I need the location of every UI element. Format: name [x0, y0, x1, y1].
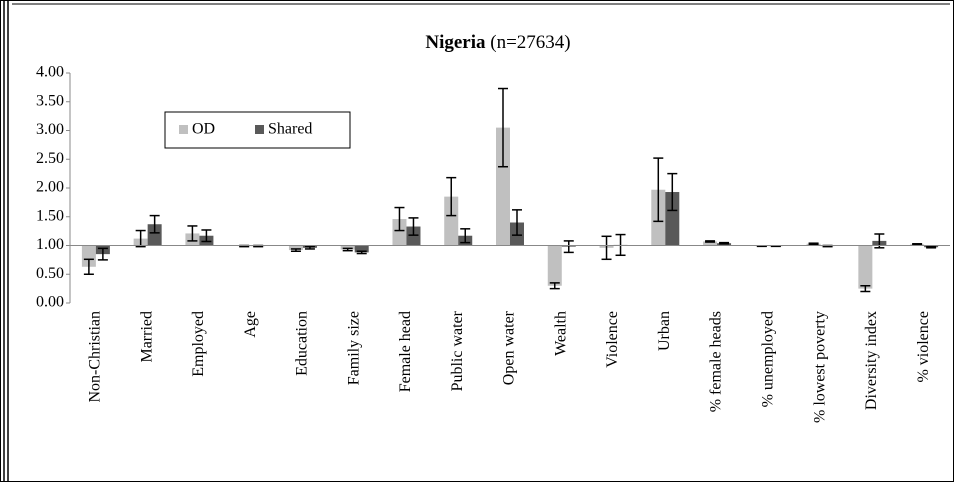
bar	[354, 245, 369, 253]
bar	[406, 226, 421, 246]
bar	[147, 224, 162, 246]
bar	[858, 245, 873, 289]
x-tick-label: Education	[294, 311, 311, 376]
y-tick-label: 2.00	[36, 179, 64, 196]
bar	[665, 192, 680, 246]
x-tick-label: Female head	[397, 311, 414, 392]
y-tick-label: 0.50	[36, 265, 64, 282]
x-tick-label: Urban	[656, 311, 673, 351]
bar	[444, 196, 459, 246]
legend-label: Shared	[268, 121, 312, 138]
chart-title-main: Nigeria	[425, 32, 486, 53]
x-tick-label: Married	[138, 311, 155, 363]
y-tick-label: 3.00	[36, 121, 64, 138]
bar	[81, 245, 96, 267]
x-tick-label: Violence	[604, 311, 621, 368]
bar	[392, 219, 407, 246]
x-tick-label: Employed	[190, 311, 207, 377]
x-tick-label: % female heads	[708, 311, 725, 412]
x-tick-label: Age	[242, 311, 259, 338]
x-tick-label: Public water	[449, 310, 466, 391]
bar	[496, 127, 510, 246]
y-tick-label: 2.50	[36, 150, 64, 167]
x-tick-label: Family size	[345, 311, 362, 385]
legend-swatch	[179, 125, 188, 134]
x-tick-label: Wealth	[552, 311, 569, 356]
y-tick-label: 1.00	[36, 236, 64, 253]
y-tick-label: 0.00	[36, 294, 64, 311]
x-tick-label: % unemployed	[759, 311, 776, 407]
x-tick-label: Open water	[501, 310, 518, 385]
bar	[340, 245, 355, 250]
x-tick-label: Non-Christian	[87, 311, 104, 403]
chart-title: Nigeria (n=27634)	[425, 32, 570, 53]
chart-subtitle: (n=27634)	[490, 32, 570, 53]
legend-swatch	[255, 125, 264, 134]
bar	[288, 245, 303, 251]
y-tick-label: 3.50	[36, 92, 64, 109]
x-tick-label: Diversity index	[863, 311, 880, 410]
bar	[703, 241, 718, 246]
x-tick-label: % lowest poverty	[811, 311, 828, 423]
legend-label: OD	[192, 121, 215, 138]
x-tick-label: % violence	[915, 311, 932, 383]
y-tick-label: 1.50	[36, 207, 64, 224]
y-tick-label: 4.00	[36, 64, 64, 81]
bar	[547, 245, 562, 286]
